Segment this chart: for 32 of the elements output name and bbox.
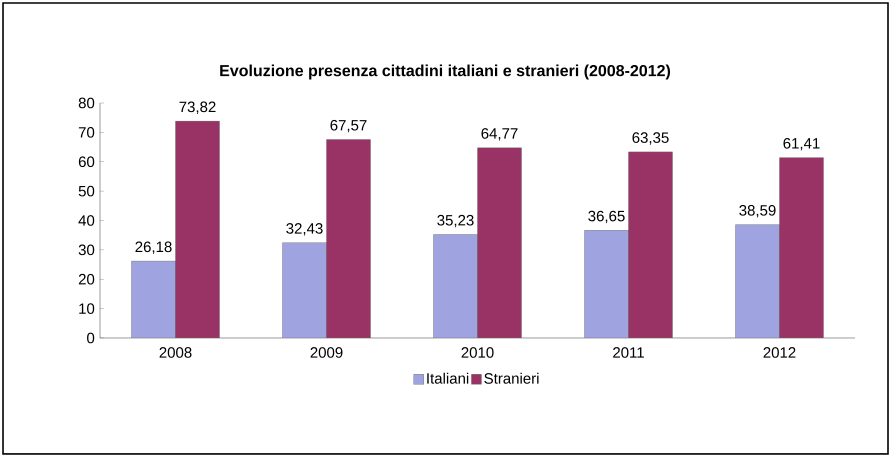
- y-tick-label: 70: [78, 127, 94, 138]
- data-label: 35,23: [437, 214, 474, 228]
- x-tick-label: 2008: [160, 347, 192, 358]
- chart-title: Evoluzione presenza cittadini italiani e stranieri (2008-2012): [220, 64, 670, 80]
- x-tick-label: 2011: [613, 347, 644, 358]
- bar: [282, 242, 327, 338]
- data-label: 36,65: [588, 210, 625, 224]
- x-tick-label: 2009: [310, 347, 342, 358]
- data-label: 73,82: [180, 102, 216, 114]
- legend-label: Stranieri: [484, 372, 538, 384]
- data-label: 64,77: [482, 128, 518, 141]
- y-tick-label: 60: [78, 156, 94, 168]
- y-tick-label: 40: [78, 215, 94, 226]
- y-tick-label: 10: [79, 303, 94, 314]
- data-label: 63,35: [632, 132, 669, 145]
- bar: [131, 260, 176, 338]
- y-tick-label: 20: [78, 274, 94, 285]
- bar: [584, 230, 629, 338]
- bar: [735, 224, 780, 338]
- y-tick-label: 0: [87, 332, 94, 344]
- data-label: 67,57: [330, 120, 367, 132]
- data-label: 26,18: [135, 241, 172, 254]
- y-tick-label: 30: [78, 244, 94, 256]
- x-tick-label: 2010: [462, 347, 494, 358]
- y-tick-label: 80: [78, 98, 94, 108]
- x-tick-label: 2012: [764, 347, 796, 358]
- data-label: 32,43: [286, 223, 323, 236]
- data-label: 61,41: [784, 138, 820, 150]
- bar: [433, 234, 478, 338]
- data-label: 38,59: [739, 205, 776, 218]
- y-tick-label: 50: [78, 186, 94, 196]
- legend-label: Italiani: [427, 372, 468, 384]
